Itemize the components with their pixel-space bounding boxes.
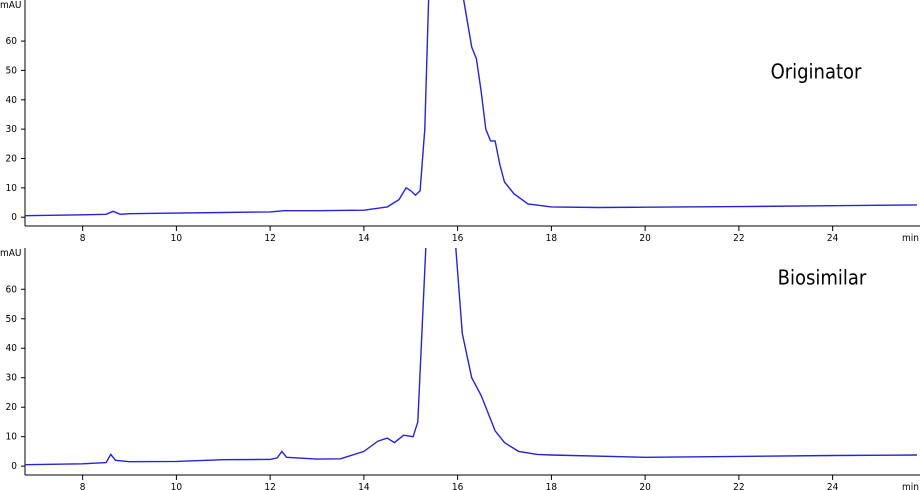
y-tick-label: 50 [6, 314, 18, 325]
x-axis-label: min [902, 233, 919, 244]
y-tick-label: 30 [6, 124, 18, 135]
y-tick-label: 20 [6, 153, 18, 164]
x-tick-label: 18 [546, 482, 558, 490]
x-tick-label: 18 [546, 233, 558, 244]
x-tick-label: 20 [639, 482, 651, 490]
y-axis-label: mAU [0, 248, 22, 259]
trace-label: Originator [771, 60, 862, 84]
x-tick-label: 22 [733, 233, 744, 244]
y-tick-label: 10 [6, 183, 18, 194]
x-tick-label: 22 [733, 482, 744, 490]
x-tick-label: 24 [827, 233, 839, 244]
x-tick-label: 14 [358, 482, 370, 490]
x-tick-label: 12 [264, 482, 275, 490]
x-axis-label: min [902, 482, 919, 490]
x-tick-label: 16 [452, 482, 464, 490]
x-tick-label: 16 [452, 233, 464, 244]
x-tick-label: 8 [80, 233, 86, 244]
x-tick-label: 14 [358, 233, 370, 244]
y-tick-label: 20 [6, 402, 18, 413]
plot-area [25, 248, 918, 466]
x-tick-label: 12 [264, 233, 275, 244]
y-tick-label: 60 [6, 36, 18, 47]
y-tick-label: 0 [11, 212, 17, 223]
x-tick-label: 20 [639, 233, 651, 244]
trace [25, 248, 918, 466]
trace-label: Biosimilar [778, 266, 867, 290]
plot-area [25, 0, 918, 217]
y-tick-label: 50 [6, 65, 18, 76]
y-tick-label: 60 [6, 284, 18, 295]
trace [25, 0, 918, 217]
x-tick-label: 10 [171, 233, 183, 244]
x-tick-label: 24 [827, 482, 839, 490]
y-tick-label: 40 [6, 343, 18, 354]
y-axis-label: mAU [0, 0, 22, 11]
y-tick-label: 10 [6, 432, 18, 443]
x-tick-label: 10 [171, 482, 183, 490]
x-tick-label: 8 [80, 482, 86, 490]
y-tick-label: 40 [6, 95, 18, 106]
y-tick-label: 0 [11, 461, 17, 472]
y-tick-label: 30 [6, 373, 18, 384]
